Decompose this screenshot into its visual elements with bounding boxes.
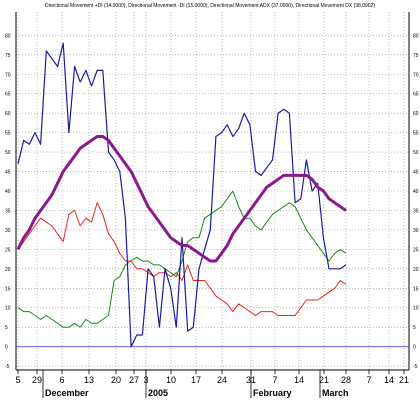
- x-tick-label: 14: [384, 375, 394, 385]
- y-tick-label-right: 10: [413, 306, 419, 312]
- y-tick-label-left: 50: [5, 150, 11, 156]
- y-tick-label-left: 15: [5, 286, 11, 292]
- chart-title: Directional Movement +DI (14.0000), Dire…: [45, 3, 375, 9]
- x-tick-label: 6: [59, 375, 64, 385]
- x-tick-label: 7: [366, 375, 371, 385]
- x-axis: 5296132027310172431714212871421: [15, 370, 409, 385]
- y-tick-label-right: 20: [413, 267, 419, 273]
- x-tick-label: 5: [15, 375, 20, 385]
- plus-di-line: [17, 190, 347, 328]
- y-axis-right: -5 0 5 10 15 20 25 30 35 40 45 50 55 60 65 70 75 80: [413, 33, 419, 370]
- y-tick-label-left: 45: [5, 170, 11, 176]
- x-tick-label: 13: [84, 375, 94, 385]
- y-tick-label-right: 25: [413, 247, 419, 253]
- y-tick-label-right: 60: [413, 111, 419, 117]
- month-label: 2005: [148, 388, 168, 398]
- y-tick-label-right: 50: [413, 150, 419, 156]
- y-tick-label-left: 80: [5, 33, 11, 39]
- y-tick-label-right: 15: [413, 286, 419, 292]
- x-tick-label: 10: [166, 375, 176, 385]
- x-tick-label: 28: [341, 375, 351, 385]
- x-tick-label: 17: [191, 375, 201, 385]
- y-tick-label-left: 25: [5, 247, 11, 253]
- x-tick-label: 20: [111, 375, 121, 385]
- adx-line: [16, 135, 347, 263]
- y-tick-label-left: 65: [5, 92, 11, 98]
- y-tick-label-right: 75: [413, 53, 419, 59]
- y-tick-label-left: 20: [5, 267, 11, 273]
- x-tick-label: 24: [217, 375, 227, 385]
- y-tick-label-left: 10: [5, 306, 11, 312]
- x-tick-label: 29: [32, 375, 42, 385]
- x-tick-label: 7: [272, 375, 277, 385]
- y-tick-label-left: 30: [5, 228, 11, 234]
- y-axis-left: -5 0 5 10 15 20 25 30 35 40 45 50 55 60 65 70 75 80: [5, 33, 11, 370]
- x-tick-label: 14: [294, 375, 304, 385]
- minus-di-line: [17, 202, 347, 316]
- month-label: February: [253, 388, 292, 398]
- month-label: December: [45, 388, 89, 398]
- x-axis-months: December 2005 February March: [42, 370, 349, 398]
- y-tick-label-left: 75: [5, 53, 11, 59]
- y-tick-label-right: 55: [413, 131, 419, 137]
- y-tick-label-right: 30: [413, 228, 419, 234]
- grid: [16, 12, 409, 370]
- y-tick-label-right: 35: [413, 208, 419, 214]
- y-tick-label-left: 5: [5, 325, 8, 331]
- y-tick-label-right: 40: [413, 189, 419, 195]
- y-tick-label-left: 35: [5, 208, 11, 214]
- y-tick-label-left: 60: [5, 111, 11, 117]
- y-tick-label-right: 65: [413, 92, 419, 98]
- y-tick-label-right: 45: [413, 170, 419, 176]
- y-tick-label-right: 5: [413, 325, 416, 331]
- y-tick-label-left: 70: [5, 72, 11, 78]
- y-tick-label-right: -5: [413, 364, 418, 370]
- y-tick-label-left: 0: [5, 345, 8, 351]
- y-tick-label-left: 55: [5, 131, 11, 137]
- x-tick-label: 21: [399, 375, 409, 385]
- y-tick-label-right: 80: [413, 33, 419, 39]
- y-tick-label-right: 0: [413, 345, 416, 351]
- month-label: March: [322, 388, 349, 398]
- x-tick-label: 21: [319, 375, 329, 385]
- y-tick-label-left: -5: [5, 364, 10, 370]
- x-tick-label: 27: [129, 375, 139, 385]
- y-tick-label-left: 40: [5, 189, 11, 195]
- series-layer: [16, 42, 347, 348]
- dx-line: [17, 42, 347, 348]
- y-tick-label-right: 70: [413, 72, 419, 78]
